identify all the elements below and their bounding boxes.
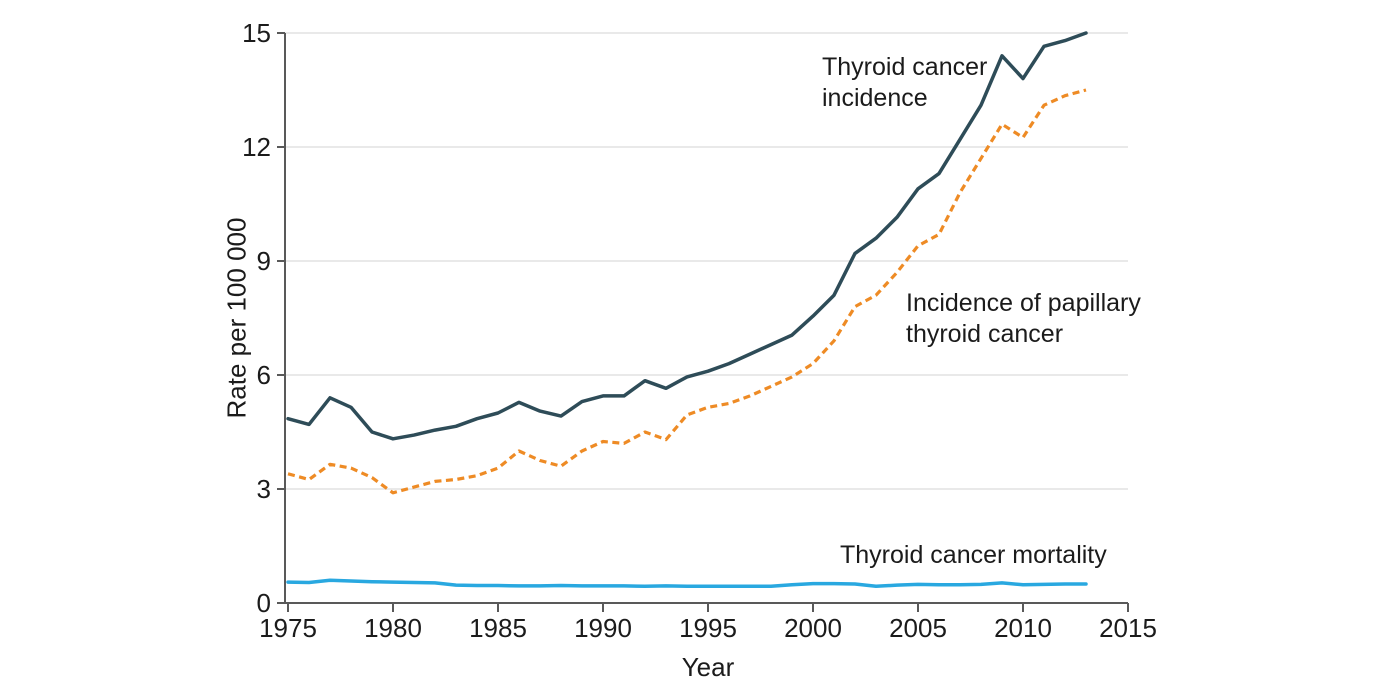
- annotation-thyroid-cancer-mortality: Thyroid cancer mortality: [840, 541, 1107, 569]
- annotation-papillary-thyroid-cancer-incidence: Incidence of papillary thyroid cancer: [906, 289, 1141, 348]
- x-tick-label: 2015: [1099, 613, 1157, 643]
- x-tick-label: 2010: [994, 613, 1052, 643]
- y-tick-label: 15: [242, 18, 271, 48]
- thyroid-cancer-rates-figure: 0 3 6 9 12 15 1975 1980 1985 1990 1995 2000 2005 2010…: [221, 18, 1157, 682]
- y-tick-label: 3: [257, 474, 271, 504]
- x-tick-label: 1985: [469, 613, 527, 643]
- x-tick-label: 2000: [784, 613, 842, 643]
- y-axis-title: Rate per 100 000: [221, 217, 252, 419]
- x-tick-label: 1995: [679, 613, 737, 643]
- y-tick-label: 9: [257, 246, 271, 276]
- x-axis-title: Year: [681, 652, 735, 682]
- y-tick-label: 6: [257, 360, 271, 390]
- line-chart-svg: 0 3 6 9 12 15 1975 1980 1985 1990 1995 2000 2005 2010…: [242, 18, 1157, 643]
- x-tick-label: 1980: [364, 613, 422, 643]
- annotation-thyroid-cancer-incidence: Thyroid cancer incidence: [822, 53, 988, 112]
- x-tick-label: 2005: [889, 613, 947, 643]
- series-line-1: [287, 88, 1087, 495]
- x-tick-label: 1975: [259, 613, 317, 643]
- series-line-2: [286, 578, 1088, 589]
- x-tick-label: 1990: [574, 613, 632, 643]
- series-line-0: [286, 31, 1088, 441]
- y-tick-label: 0: [257, 588, 271, 618]
- y-tick-label: 12: [242, 132, 271, 162]
